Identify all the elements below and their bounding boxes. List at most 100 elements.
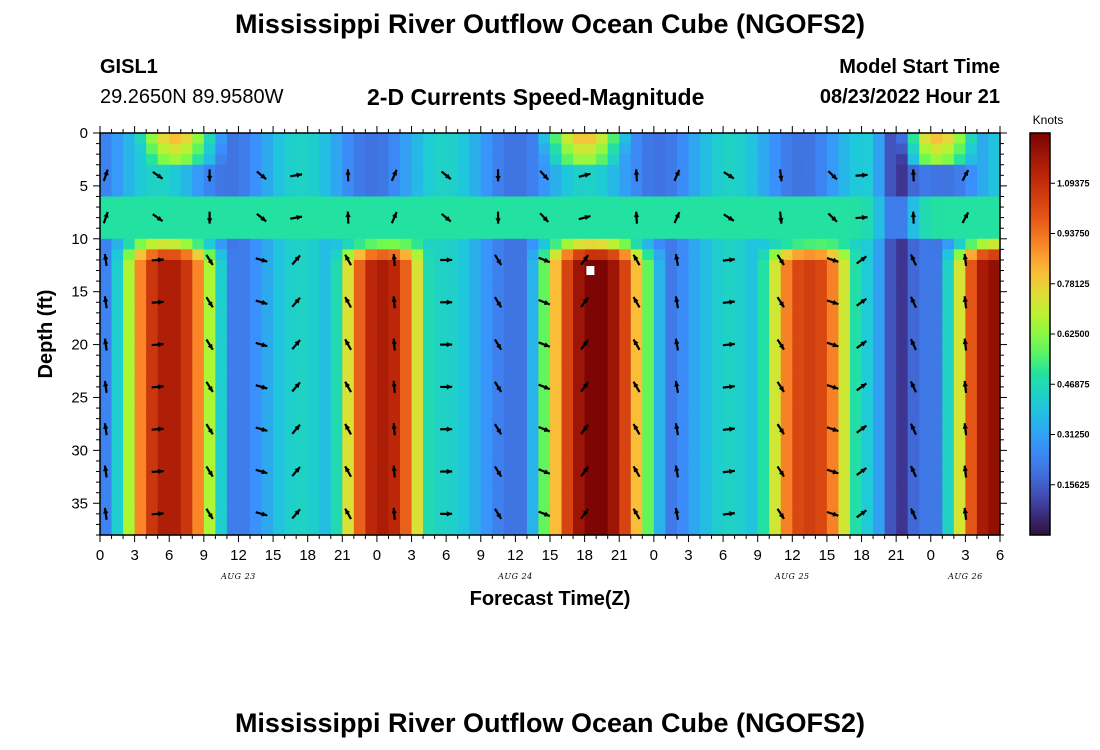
current-arrow: [255, 511, 268, 517]
heatmap-cell: [238, 281, 251, 293]
heatmap-cell: [411, 217, 424, 229]
heatmap-cell: [550, 291, 563, 303]
heatmap-cell: [273, 471, 286, 483]
current-arrow: [440, 170, 452, 180]
heatmap-cell: [757, 429, 770, 441]
heatmap-cell: [826, 513, 840, 526]
heatmap-cell: [526, 439, 540, 451]
heatmap-cell: [642, 460, 655, 473]
heatmap-cell: [296, 439, 309, 451]
heatmap-cell: [965, 207, 978, 219]
heatmap-cell: [850, 492, 863, 504]
heatmap-cell: [596, 386, 609, 399]
heatmap-cell: [700, 471, 713, 483]
heatmap-cell: [873, 270, 886, 282]
heatmap-cell: [711, 397, 724, 409]
heatmap-cell: [642, 482, 655, 494]
heatmap-cell: [850, 185, 863, 198]
heatmap-cell: [573, 344, 586, 356]
heatmap-cell: [469, 185, 482, 198]
heatmap-cell: [307, 513, 320, 526]
heatmap-cell: [919, 196, 932, 208]
heatmap-cell: [711, 185, 724, 198]
heatmap-cell: [388, 408, 401, 420]
x-tick-label: 18: [299, 547, 316, 564]
heatmap-cell: [469, 429, 482, 441]
heatmap-cell: [261, 355, 274, 367]
heatmap-cell: [815, 439, 828, 451]
heatmap-cell: [953, 376, 966, 388]
heatmap-cell: [561, 175, 574, 187]
heatmap-cell: [861, 143, 874, 155]
heatmap-cell: [815, 460, 828, 473]
heatmap-cell: [850, 524, 863, 536]
heatmap-cell: [111, 175, 124, 187]
heatmap-cell: [734, 386, 747, 399]
heatmap-cell: [123, 196, 136, 208]
heatmap-cell: [226, 291, 240, 303]
heatmap-cell: [296, 471, 309, 483]
heatmap-cell: [953, 302, 966, 314]
heatmap-cell: [584, 429, 597, 441]
heatmap-cell: [665, 386, 678, 399]
current-arrow: [776, 381, 785, 393]
heatmap-cell: [434, 281, 447, 293]
heatmap-cell: [838, 450, 851, 462]
heatmap-cell: [550, 450, 563, 462]
heatmap-cell: [365, 217, 378, 229]
colorbar-gradient: [1029, 132, 1051, 536]
heatmap-cell: [942, 281, 955, 293]
heatmap-cell: [907, 291, 920, 303]
heatmap-cell: [319, 291, 332, 303]
heatmap-cell: [526, 503, 540, 515]
heatmap-cell: [457, 259, 470, 272]
heatmap-cell: [284, 482, 297, 494]
heatmap-cell: [700, 302, 713, 314]
heatmap-cell: [180, 376, 193, 388]
heatmap-cell: [446, 418, 459, 430]
heatmap-cell: [503, 376, 516, 388]
heatmap-cell: [226, 259, 240, 272]
heatmap-cell: [861, 408, 874, 420]
heatmap-cell: [515, 133, 528, 145]
heatmap-cell: [711, 164, 724, 176]
heatmap-cell: [838, 228, 851, 240]
heatmap-cell: [123, 323, 136, 335]
heatmap-cell: [388, 524, 401, 536]
heatmap-cell: [353, 439, 366, 451]
heatmap-cell: [942, 492, 955, 504]
heatmap-cell: [734, 164, 747, 176]
heatmap-cell: [100, 281, 113, 293]
heatmap-cell: [319, 408, 332, 420]
heatmap-cell: [803, 207, 816, 219]
heatmap-cell: [400, 249, 413, 261]
current-arrow: [674, 507, 680, 520]
x-tick-label: 12: [507, 547, 524, 564]
heatmap-cell: [180, 196, 193, 208]
heatmap-cell: [434, 397, 447, 409]
heatmap-cell: [146, 450, 159, 462]
heatmap-cell: [676, 471, 690, 483]
heatmap-cell: [976, 429, 990, 441]
heatmap-cell: [538, 228, 551, 240]
heatmap-cell: [538, 323, 551, 335]
heatmap-cell: [734, 524, 747, 536]
heatmap-cell: [873, 175, 886, 187]
heatmap-cell: [215, 503, 228, 515]
heatmap-cell: [307, 259, 320, 272]
heatmap-cell: [469, 376, 482, 388]
heatmap-cell: [538, 196, 551, 208]
heatmap-cell: [850, 143, 863, 155]
heatmap-cell: [307, 355, 320, 367]
heatmap-cell: [296, 397, 309, 409]
y-tick-label: 35: [71, 495, 88, 512]
heatmap-cell: [942, 175, 955, 187]
heatmap-cell: [192, 154, 205, 166]
heatmap-cell: [261, 302, 274, 314]
heatmap-cell: [307, 207, 320, 219]
heatmap-cell: [284, 397, 297, 409]
heatmap-cell: [203, 249, 216, 261]
heatmap-cell: [538, 207, 551, 219]
heatmap-cell: [226, 249, 240, 261]
heatmap-cell: [976, 196, 990, 208]
